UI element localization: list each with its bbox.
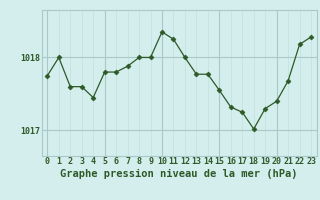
X-axis label: Graphe pression niveau de la mer (hPa): Graphe pression niveau de la mer (hPa) <box>60 169 298 179</box>
